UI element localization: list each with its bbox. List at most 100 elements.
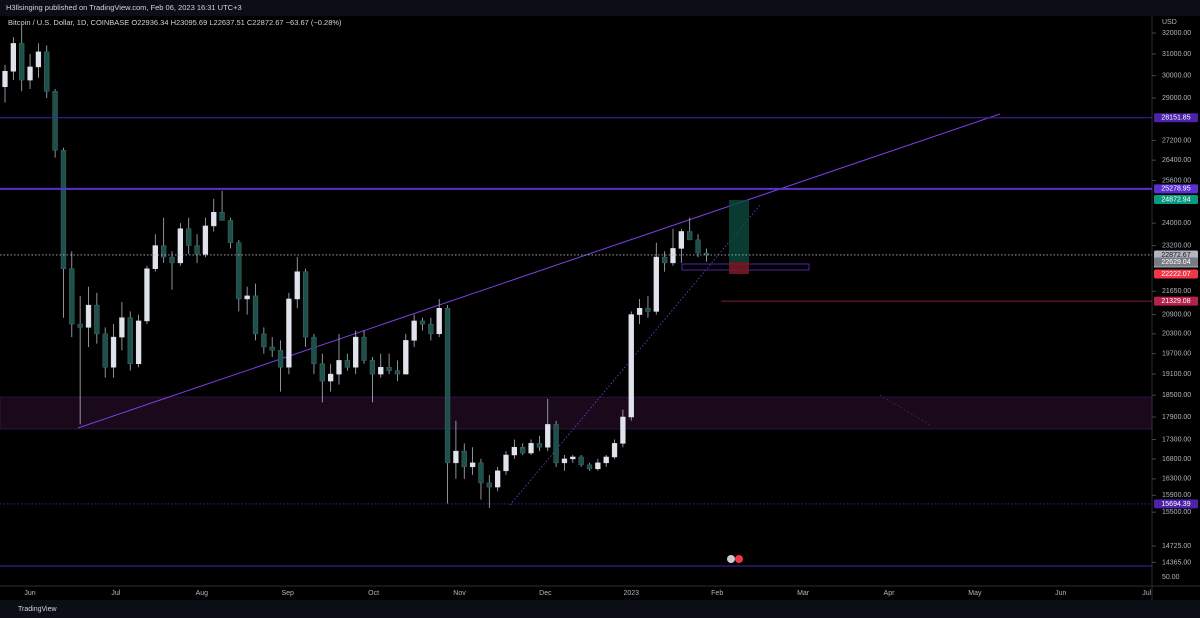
candle-body xyxy=(52,91,58,151)
candle-body xyxy=(102,333,108,368)
volume-tick: 50.00 xyxy=(1162,574,1180,581)
candle-body xyxy=(578,456,584,466)
x-tick-label: Sep xyxy=(281,590,294,597)
candle-body xyxy=(294,271,300,300)
x-tick-label: 2023 xyxy=(624,590,640,597)
candle-body xyxy=(44,51,50,92)
candle-body xyxy=(119,317,125,338)
x-tick-label: Nov xyxy=(453,590,466,597)
candle-body xyxy=(19,43,25,81)
price-label: 25278.95 xyxy=(1161,186,1190,193)
candle-body xyxy=(586,464,593,470)
candle-body xyxy=(662,256,668,264)
candle-body xyxy=(678,231,685,249)
candle-body xyxy=(177,228,183,264)
candle-body xyxy=(186,228,192,246)
candle-body xyxy=(77,323,83,328)
candle-body xyxy=(219,211,225,221)
candle-body xyxy=(319,363,325,382)
price-label-box xyxy=(1154,195,1198,205)
y-tick-label: 30000.00 xyxy=(1162,73,1191,80)
candle-body xyxy=(528,443,534,454)
candle-body xyxy=(269,346,275,351)
x-tick-label: Jun xyxy=(24,590,35,597)
price-label: 22872.67 xyxy=(1161,252,1190,259)
x-tick-label: Dec xyxy=(539,590,552,597)
footer xyxy=(0,600,1200,618)
candle-body xyxy=(645,308,651,312)
x-tick-label: Jul xyxy=(1142,590,1151,597)
x-tick-label: Jun xyxy=(1055,590,1066,597)
y-tick-label: 15900.00 xyxy=(1162,492,1191,499)
candle-body xyxy=(152,245,158,270)
x-tick-label: Apr xyxy=(884,590,896,597)
candle-body xyxy=(403,340,409,375)
candle-body xyxy=(703,252,710,256)
candle-body xyxy=(511,446,518,456)
price-label-box xyxy=(1154,499,1198,509)
candle-body xyxy=(85,304,92,328)
legend: Bitcoin / U.S. Dollar, 1D, COINBASE O229… xyxy=(8,18,342,27)
price-label: 28151.85 xyxy=(1161,115,1190,122)
long-stop xyxy=(729,262,749,274)
y-tick-label: 29000.00 xyxy=(1162,95,1191,102)
candle-body xyxy=(236,242,242,300)
candle-body xyxy=(394,370,401,375)
candle-body xyxy=(386,366,392,371)
candle-body xyxy=(261,333,267,348)
publisher: H3llsinging published on TradingView.com… xyxy=(6,3,242,12)
y-tick-label: 32000.00 xyxy=(1162,30,1191,37)
brand: TradingView xyxy=(18,606,57,613)
x-tick-label: Oct xyxy=(368,590,379,597)
candle-body xyxy=(461,450,467,468)
candle-body xyxy=(94,304,100,335)
y-tick-label: 17900.00 xyxy=(1162,414,1191,421)
candle-body xyxy=(628,314,634,418)
price-label-box xyxy=(1154,269,1198,279)
candle-body xyxy=(369,360,376,375)
y-tick-label: 16300.00 xyxy=(1162,476,1191,483)
event-icon[interactable] xyxy=(735,555,743,563)
candle-body xyxy=(344,360,351,368)
candle-body xyxy=(428,323,434,335)
candle-body xyxy=(194,245,200,255)
price-label: 21329.08 xyxy=(1161,298,1190,305)
candle-body xyxy=(202,225,209,255)
price-label-box xyxy=(1154,296,1198,306)
candle-body xyxy=(27,66,33,81)
y-tick-label: 17300.00 xyxy=(1162,436,1191,443)
x-tick-label: Jul xyxy=(111,590,120,597)
candle-body xyxy=(127,317,133,365)
candle-body xyxy=(469,462,476,468)
candle-body xyxy=(144,268,150,322)
candle-body xyxy=(453,450,459,464)
candle-body xyxy=(603,456,609,464)
y-tick-label: 14365.00 xyxy=(1162,559,1191,566)
y-tick-label: 16800.00 xyxy=(1162,456,1191,463)
y-tick-label: 24000.00 xyxy=(1162,220,1191,227)
candle-body xyxy=(161,245,167,258)
y-tick-label: 20300.00 xyxy=(1162,331,1191,338)
candle-body xyxy=(611,443,618,458)
candle-body xyxy=(695,239,701,254)
y-tick-label: 25600.00 xyxy=(1162,177,1191,184)
price-label-box xyxy=(1154,250,1198,260)
x-tick-label: May xyxy=(968,590,982,597)
price-label-box xyxy=(1154,184,1198,194)
y-tick-label: 31000.00 xyxy=(1162,51,1191,58)
candle-body xyxy=(670,248,676,264)
candle-body xyxy=(620,416,626,444)
event-icon[interactable] xyxy=(727,555,735,563)
candle-body xyxy=(486,482,492,488)
y-tick-label: 27200.00 xyxy=(1162,137,1191,144)
candle-body xyxy=(69,268,75,325)
y-tick-label: 20900.00 xyxy=(1162,311,1191,318)
candle-body xyxy=(35,51,42,68)
candle-body xyxy=(444,308,451,464)
price-label: 24872.94 xyxy=(1161,196,1190,203)
candle-body xyxy=(595,462,601,470)
x-tick-label: Feb xyxy=(711,590,723,597)
candle-body xyxy=(60,149,67,270)
candle-body xyxy=(336,360,342,375)
